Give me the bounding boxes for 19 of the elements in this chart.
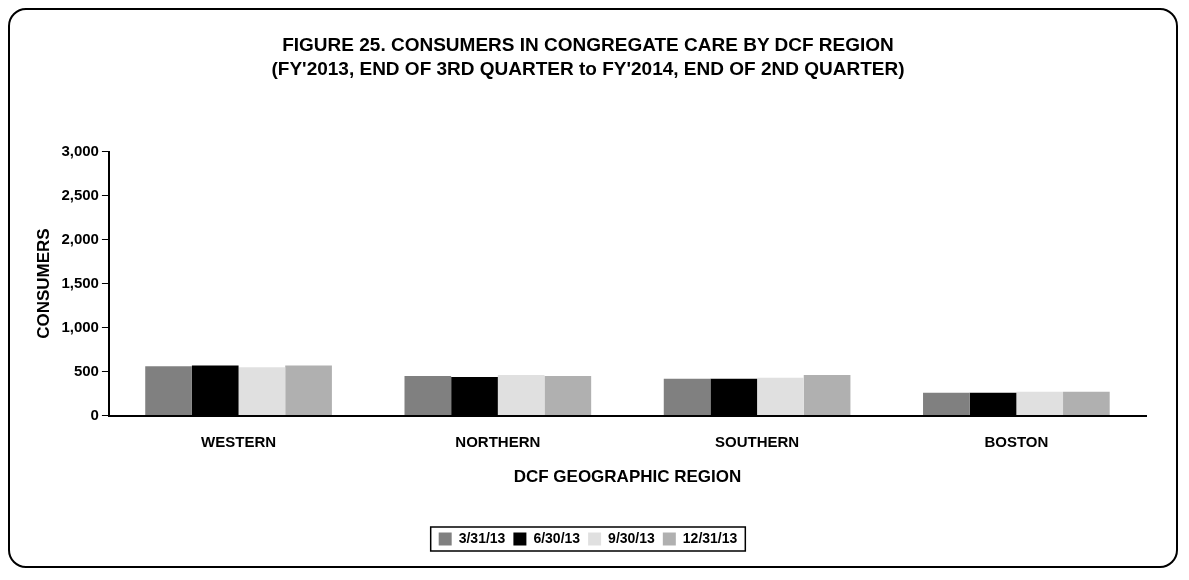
x-tick-label: SOUTHERN <box>715 432 800 450</box>
y-tick-label: 2,500 <box>61 185 99 203</box>
y-tick-label: 2,000 <box>61 229 99 247</box>
x-tick-label: NORTHERN <box>455 432 541 450</box>
y-tick-label: 1,000 <box>61 317 99 335</box>
y-tick-label: 0 <box>90 405 99 423</box>
y-tick-label: 500 <box>73 361 99 379</box>
y-tick-label: 3,000 <box>61 141 99 159</box>
chart-title: FIGURE 25. CONSUMERS IN CONGREGATE CARE BY DCF REGION <box>282 33 894 55</box>
x-tick-label: BOSTON <box>984 432 1049 450</box>
x-tick-label: WESTERN <box>201 432 277 450</box>
y-tick-label: 1,500 <box>61 273 99 291</box>
legend-label: 12/31/13 <box>682 529 738 546</box>
chart-subtitle: (FY'2013, END OF 3RD QUARTER to FY'2014, END OF 2ND QUARTER) <box>271 58 905 80</box>
legend-label: 3/31/13 <box>458 529 506 546</box>
x-axis-title: DCF GEOGRAPHIC REGION <box>513 467 742 487</box>
legend-label: 6/30/13 <box>533 529 581 546</box>
y-axis-title: CONSUMERS <box>33 228 53 339</box>
legend-label: 9/30/13 <box>608 529 656 546</box>
